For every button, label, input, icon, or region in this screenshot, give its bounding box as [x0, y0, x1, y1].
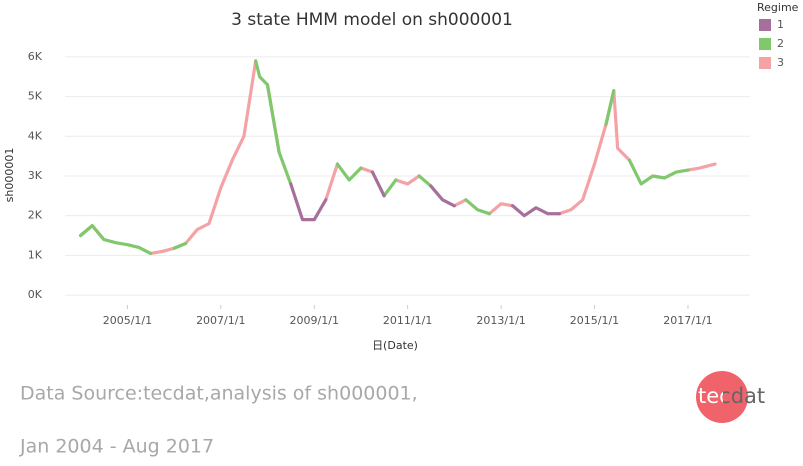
legend-label: 2 — [777, 37, 784, 50]
y-axis-label: sh000001 — [3, 148, 16, 203]
x-tick-label: 2017/1/1 — [663, 314, 712, 327]
x-tick-label: 2007/1/1 — [196, 314, 245, 327]
legend-title: Regime — [757, 1, 799, 14]
x-tick-label: 2015/1/1 — [570, 314, 619, 327]
y-tick-label: 4K — [28, 129, 43, 142]
chart-title: 3 state HMM model on sh000001 — [231, 10, 513, 30]
legend-label: 1 — [777, 18, 784, 31]
regime-line — [289, 170, 561, 222]
logo-circle — [696, 371, 748, 423]
legend-swatch — [759, 57, 771, 69]
x-tick-label: 2009/1/1 — [290, 314, 339, 327]
regime-line — [79, 59, 717, 255]
legend-swatch — [759, 38, 771, 50]
y-tick-label: 1K — [28, 248, 43, 261]
x-axis-label: 日(Date) — [372, 339, 418, 352]
x-tick-label: 2011/1/1 — [383, 314, 432, 327]
y-tick-label: 5K — [28, 90, 43, 103]
y-tick-label: 3K — [28, 169, 43, 182]
logo: tecdat — [698, 384, 765, 408]
y-tick-label: 6K — [28, 50, 43, 63]
date-range-note: Jan 2004 - Aug 2017 — [19, 436, 214, 458]
legend-swatch — [759, 19, 771, 31]
x-tick-label: 2005/1/1 — [103, 314, 152, 327]
legend-label: 3 — [777, 56, 784, 69]
y-tick-label: 2K — [28, 209, 43, 222]
regime-line — [79, 59, 690, 255]
source-note: Data Source:tecdat,analysis of sh000001, — [20, 383, 418, 405]
x-tick-label: 2013/1/1 — [476, 314, 525, 327]
y-tick-label: 0K — [28, 288, 43, 301]
